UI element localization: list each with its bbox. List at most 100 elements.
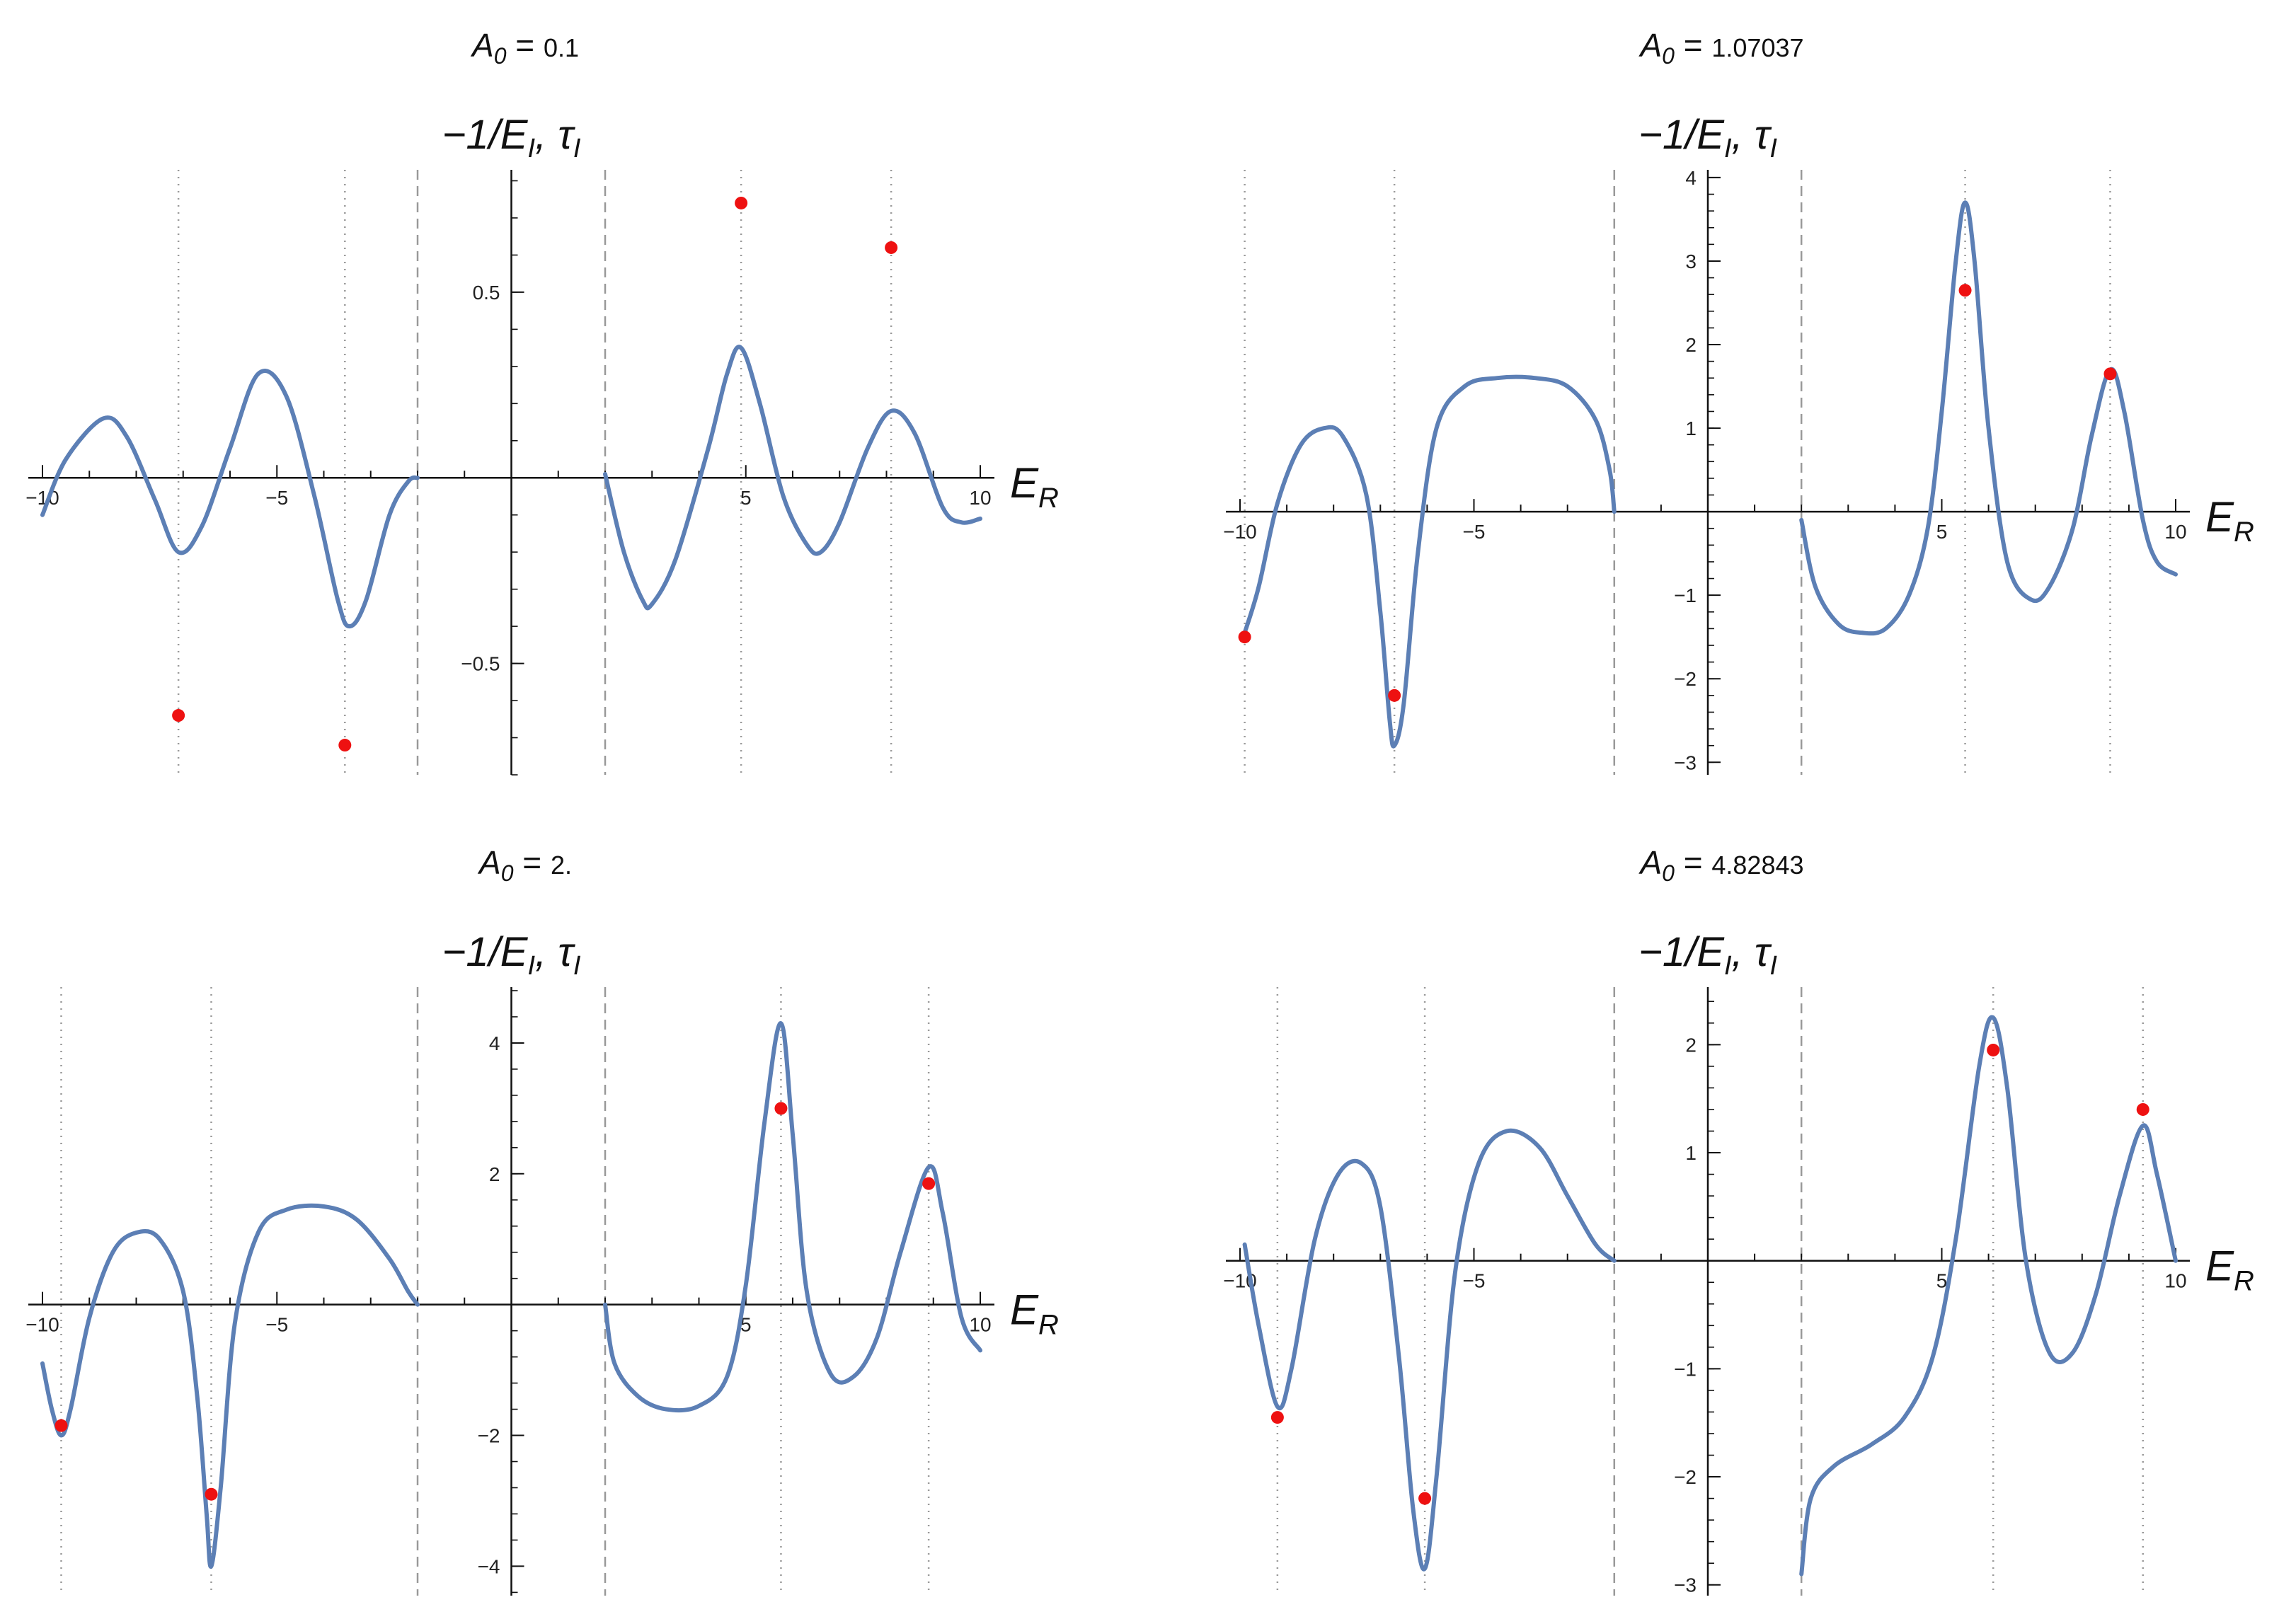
series-line: [1799, 200, 2178, 636]
title-prefix: A: [1638, 27, 1662, 64]
scatter-point: [2136, 1102, 2149, 1116]
x-tick-label: −10: [25, 1314, 59, 1336]
x-label-part: E: [2205, 1243, 2234, 1290]
x-label-sub: R: [1038, 1310, 1059, 1341]
y-tick-label: 3: [1685, 250, 1697, 272]
x-axis-label: ER: [2205, 1243, 2254, 1297]
x-tick-label: −10: [25, 487, 59, 509]
scatter-point: [1987, 1043, 2000, 1056]
x-axis-label: ER: [1010, 459, 1059, 514]
y-tick-label: −1: [1674, 1358, 1697, 1380]
x-tick-label: 10: [2164, 521, 2186, 543]
y-axis-label: −1/EI, τI: [442, 929, 581, 981]
scatter-point: [172, 709, 185, 722]
y-tick-label: 4: [1685, 167, 1697, 189]
title-prefix: A: [477, 844, 501, 881]
series-line: [1242, 1128, 1617, 1572]
title-subscript: 0: [501, 860, 514, 886]
chart-title: A0 = 0.1: [470, 27, 579, 69]
y-tick-label: −2: [1674, 1466, 1697, 1488]
scatter-point: [735, 196, 748, 209]
chart-panel-2: A0 = 1.07037−1/EI, τI−10 −5 5 10−3−2−11234E…: [1223, 27, 2254, 775]
scatter-point: [1388, 688, 1401, 702]
scatter-point: [885, 241, 898, 254]
chart-title: A0 = 2.: [477, 844, 572, 886]
x-axis-label: ER: [1010, 1286, 1059, 1341]
y-label-sub: I: [1769, 951, 1777, 981]
x-tick-label: 10: [2164, 1270, 2186, 1292]
chart-title: A0 = 4.82843: [1638, 844, 1803, 886]
y-tick-label: 4: [489, 1032, 500, 1054]
title-value: 0.1: [544, 33, 579, 62]
y-tick-label: −2: [1674, 668, 1697, 690]
y-tick-label: −3: [1674, 1574, 1697, 1596]
x-label-sub: R: [2234, 1266, 2254, 1297]
y-label-part: , τ: [535, 112, 575, 158]
scatter-point: [774, 1102, 788, 1115]
title-equals: =: [507, 27, 544, 64]
series-line: [1799, 1015, 2178, 1577]
x-tick-label: −5: [1463, 521, 1486, 543]
y-tick-label: 2: [1685, 334, 1697, 356]
scatter-point: [1418, 1492, 1432, 1505]
y-label-sub: I: [1769, 134, 1777, 163]
scatter-point: [1958, 284, 1972, 297]
scatter-point: [1238, 630, 1251, 644]
x-label-part: E: [1010, 1286, 1039, 1334]
y-label-sub: I: [573, 951, 581, 981]
y-label-part: −1/E: [442, 929, 529, 975]
y-tick-label: 1: [1685, 417, 1697, 439]
y-label-sub: I: [527, 134, 535, 163]
y-tick-label: 1: [1685, 1142, 1697, 1164]
x-tick-label: 5: [740, 1314, 752, 1336]
title-value: 1.07037: [1711, 33, 1803, 62]
y-label-sub: I: [573, 134, 581, 163]
y-tick-label: 2: [489, 1163, 500, 1185]
chart-title: A0 = 1.07037: [1638, 27, 1803, 69]
title-subscript: 0: [1662, 43, 1675, 69]
y-axis-label: −1/EI, τI: [442, 112, 581, 163]
scatter-point: [54, 1419, 68, 1432]
y-label-part: , τ: [535, 929, 575, 975]
x-tick-label: −5: [1463, 1270, 1486, 1292]
x-tick-label: −10: [1223, 521, 1257, 543]
x-label-part: E: [1010, 459, 1039, 507]
series-line: [40, 369, 420, 629]
x-tick-label: 5: [1936, 521, 1948, 543]
x-label-part: E: [2205, 493, 2234, 541]
y-label-part: −1/E: [442, 112, 529, 158]
scatter-point: [205, 1487, 218, 1501]
title-equals: =: [1675, 27, 1711, 64]
y-axis-label: −1/EI, τI: [1638, 112, 1777, 163]
y-tick-label: 2: [1685, 1034, 1697, 1056]
x-tick-label: 5: [1936, 1270, 1948, 1292]
y-tick-label: 0.5: [473, 282, 500, 304]
x-axis-label: ER: [2205, 493, 2254, 548]
title-subscript: 0: [494, 43, 507, 69]
x-tick-label: −5: [265, 487, 288, 509]
x-tick-label: 5: [740, 487, 752, 509]
title-equals: =: [1675, 844, 1711, 881]
x-tick-label: 10: [969, 1314, 991, 1336]
series-line: [1242, 374, 1617, 749]
series-line: [603, 1021, 982, 1413]
series-line: [603, 345, 982, 611]
y-tick-label: −0.5: [461, 653, 500, 675]
scatter-point: [338, 739, 352, 752]
title-prefix: A: [1638, 844, 1662, 881]
y-label-sub: I: [1724, 134, 1732, 163]
y-axis-label: −1/EI, τI: [1638, 929, 1777, 981]
y-label-part: −1/E: [1638, 929, 1725, 975]
x-label-sub: R: [1038, 483, 1059, 514]
scatter-point: [2103, 367, 2117, 381]
y-label-part: , τ: [1732, 929, 1772, 975]
scatter-point: [1270, 1411, 1284, 1424]
y-label-part: −1/E: [1638, 112, 1725, 158]
y-tick-label: −3: [1674, 751, 1697, 773]
y-label-sub: I: [1724, 951, 1732, 981]
series-line: [40, 1203, 420, 1569]
y-tick-label: −2: [478, 1425, 500, 1447]
